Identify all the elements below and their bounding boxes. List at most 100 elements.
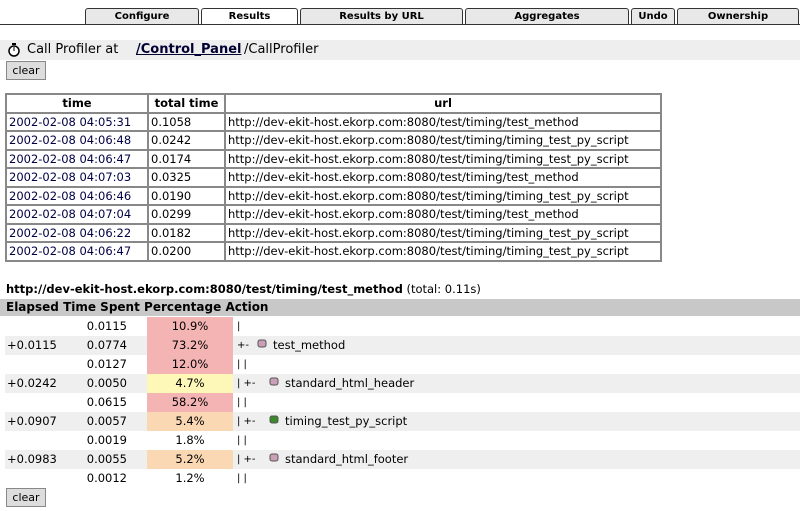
tab[interactable]: Configure bbox=[85, 8, 199, 24]
result-time-link[interactable]: 2002-02-08 04:07:04 bbox=[9, 207, 132, 222]
result-cell: 0.0182 bbox=[147, 222, 226, 243]
detail-row: +0.0907 0.0057 5.4% | +- timing_test_py_scri… bbox=[5, 412, 800, 431]
tree-connector: +- bbox=[237, 340, 249, 351]
tab[interactable]: Aggregates bbox=[465, 8, 629, 24]
result-time-link[interactable]: 2002-02-08 04:06:46 bbox=[9, 188, 132, 203]
percentage: 1.8% bbox=[147, 431, 233, 450]
result-cell: http://dev-ekit-host.ekorp.com:8080/test… bbox=[224, 111, 662, 132]
action-icon bbox=[267, 412, 281, 432]
header-path: /CallProfiler bbox=[244, 42, 319, 57]
result-cell: 0.0325 bbox=[147, 167, 226, 188]
detail-row: +0.0242 0.0050 4.7% | +- standard_html_heade… bbox=[5, 374, 800, 393]
result-cell: http://dev-ekit-host.ekorp.com:8080/test… bbox=[224, 204, 662, 225]
detail-column: Time Spent bbox=[63, 300, 140, 314]
time-spent: 0.0050 bbox=[86, 376, 127, 390]
detail-column: Action bbox=[225, 300, 269, 314]
result-time-link[interactable]: 2002-02-08 04:06:47 bbox=[9, 151, 132, 166]
detail-column: Elapsed bbox=[6, 300, 59, 314]
result-cell: http://dev-ekit-host.ekorp.com:8080/test… bbox=[224, 167, 662, 188]
action-icon bbox=[267, 374, 281, 394]
tab[interactable]: Results bbox=[201, 8, 298, 24]
result-time-link[interactable]: 2002-02-08 04:06:22 bbox=[9, 225, 132, 240]
percentage: 12.0% bbox=[147, 355, 233, 374]
detail-row: +0.0115 0.0774 73.2% +- test_method bbox=[5, 336, 800, 355]
result-cell: http://dev-ekit-host.ekorp.com:8080/test… bbox=[224, 148, 662, 169]
tree-connector: | bbox=[237, 321, 241, 332]
header-bar: Call Profiler at /Control_Panel /CallPro… bbox=[0, 40, 800, 60]
time-spent: 0.0012 bbox=[86, 471, 127, 485]
action-name: standard_html_footer bbox=[285, 452, 409, 466]
result-time-link[interactable]: 2002-02-08 04:06:47 bbox=[9, 244, 132, 259]
result-cell: 2002-02-08 04:07:03 bbox=[5, 167, 149, 188]
tree-connector: | | bbox=[237, 435, 247, 446]
tree-connector: | +- bbox=[237, 378, 256, 389]
time-spent: 0.0127 bbox=[86, 357, 127, 371]
result-cell: 0.0200 bbox=[147, 241, 226, 262]
result-cell: 2002-02-08 04:06:46 bbox=[5, 185, 149, 206]
column-header: url bbox=[224, 93, 662, 114]
action-name: timing_test_py_script bbox=[285, 414, 408, 428]
detail-title: http://dev-ekit-host.ekorp.com:8080/test… bbox=[6, 282, 481, 296]
time-spent: 0.0055 bbox=[86, 452, 127, 466]
result-cell: 2002-02-08 04:06:47 bbox=[5, 148, 149, 169]
result-cell: 0.0299 bbox=[147, 204, 226, 225]
detail-columns: Elapsed Time Spent Percentage Action bbox=[6, 300, 268, 314]
elapsed: +0.0115 bbox=[7, 338, 57, 352]
result-row: 2002-02-08 04:05:31 0.1058 http://dev-ekit… bbox=[5, 111, 662, 132]
result-cell: http://dev-ekit-host.ekorp.com:8080/test… bbox=[224, 222, 662, 243]
time-spent: 0.0774 bbox=[86, 338, 127, 352]
result-cell: http://dev-ekit-host.ekorp.com:8080/test… bbox=[224, 185, 662, 206]
clear-button[interactable]: clear bbox=[6, 61, 46, 80]
icon bbox=[269, 415, 279, 424]
elapsed: +0.0983 bbox=[7, 452, 57, 466]
result-cell: http://dev-ekit-host.ekorp.com:8080/test… bbox=[224, 130, 662, 151]
result-row: 2002-02-08 04:06:48 0.0242 http://dev-ekit… bbox=[5, 130, 662, 151]
result-time-link[interactable]: 2002-02-08 04:06:48 bbox=[9, 133, 132, 148]
time-spent: 0.0615 bbox=[86, 395, 127, 409]
detail-column: Percentage bbox=[144, 300, 222, 314]
elapsed: +0.0242 bbox=[7, 376, 57, 390]
percentage: 10.9% bbox=[147, 317, 233, 336]
result-cell: 2002-02-08 04:05:31 bbox=[5, 111, 149, 132]
result-row: 2002-02-08 04:06:47 0.0174 http://dev-ekit… bbox=[5, 148, 662, 169]
result-cell: 2002-02-08 04:06:22 bbox=[5, 222, 149, 243]
result-time-link[interactable]: 2002-02-08 04:05:31 bbox=[9, 114, 132, 129]
icon bbox=[269, 377, 279, 386]
action-icon bbox=[267, 450, 281, 470]
percentage: 1.2% bbox=[147, 469, 233, 488]
tab[interactable]: Ownership bbox=[677, 8, 799, 24]
result-cell: 2002-02-08 04:07:04 bbox=[5, 204, 149, 225]
icon bbox=[269, 453, 279, 462]
tab[interactable]: Results by URL bbox=[300, 8, 463, 24]
detail-row: 0.0127 12.0% | | bbox=[5, 355, 800, 374]
detail-url: http://dev-ekit-host.ekorp.com:8080/test… bbox=[6, 282, 403, 296]
result-cell: 0.0190 bbox=[147, 185, 226, 206]
tab[interactable]: Undo bbox=[631, 8, 675, 24]
tree-connector: | | bbox=[237, 359, 247, 370]
time-spent: 0.0115 bbox=[86, 319, 127, 333]
tree-connector: | +- bbox=[237, 454, 256, 465]
result-cell: http://dev-ekit-host.ekorp.com:8080/test… bbox=[224, 241, 662, 262]
icon bbox=[257, 339, 267, 348]
detail-row: 0.0019 1.8% | | bbox=[5, 431, 800, 450]
result-row: 2002-02-08 04:07:04 0.0299 http://dev-ekit… bbox=[5, 204, 662, 225]
percentage: 58.2% bbox=[147, 393, 233, 412]
result-cell: 2002-02-08 04:06:48 bbox=[5, 130, 149, 151]
stopwatch-icon bbox=[8, 43, 20, 57]
result-time-link[interactable]: 2002-02-08 04:07:03 bbox=[9, 170, 132, 185]
results-table: time total time url 2002-02-08 04:05:31 0.10… bbox=[5, 93, 662, 262]
time-spent: 0.0057 bbox=[86, 414, 127, 428]
detail-row: 0.0115 10.9% | bbox=[5, 317, 800, 336]
header-link[interactable]: /Control_Panel bbox=[136, 42, 242, 57]
tree-connector: | | bbox=[237, 473, 247, 484]
clear-button-bottom[interactable]: clear bbox=[6, 488, 46, 507]
tab-baseline bbox=[0, 24, 800, 25]
detail-total: (total: 0.11s) bbox=[406, 282, 481, 296]
detail-header: Elapsed Time Spent Percentage Action bbox=[0, 299, 800, 316]
header-prefix: Call Profiler at bbox=[27, 42, 119, 57]
action-icon bbox=[255, 336, 269, 356]
result-cell: 0.1058 bbox=[147, 111, 226, 132]
detail-row: 0.0012 1.2% | | bbox=[5, 469, 800, 488]
percentage: 5.2% bbox=[147, 450, 233, 469]
